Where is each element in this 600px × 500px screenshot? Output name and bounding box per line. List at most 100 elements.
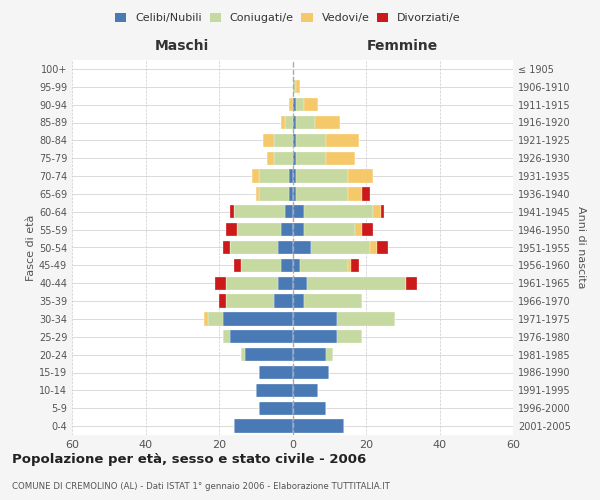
Bar <box>293 294 304 308</box>
Bar <box>300 258 347 272</box>
Bar <box>293 276 307 290</box>
Bar <box>278 276 293 290</box>
Bar <box>208 312 223 326</box>
Bar <box>252 170 259 183</box>
Bar <box>293 330 337 344</box>
Bar <box>304 205 373 218</box>
Bar <box>223 330 230 344</box>
Bar <box>204 312 208 326</box>
Bar <box>293 348 326 362</box>
Bar <box>215 276 226 290</box>
Bar <box>352 258 359 272</box>
Bar <box>311 241 370 254</box>
Bar <box>259 187 289 200</box>
Bar <box>296 170 347 183</box>
Bar <box>362 187 370 200</box>
Bar <box>326 152 355 165</box>
Bar <box>326 134 359 147</box>
Bar <box>230 205 234 218</box>
Bar <box>337 330 362 344</box>
Bar <box>256 187 259 200</box>
Text: Maschi: Maschi <box>155 39 209 53</box>
Bar <box>296 98 304 112</box>
Bar <box>304 294 362 308</box>
Bar <box>274 134 293 147</box>
Bar <box>293 420 344 433</box>
Text: Femmine: Femmine <box>367 39 439 53</box>
Bar <box>347 258 352 272</box>
Bar <box>293 366 329 379</box>
Bar <box>230 330 293 344</box>
Bar <box>293 402 326 415</box>
Bar <box>289 170 293 183</box>
Bar <box>226 294 274 308</box>
Bar <box>293 205 304 218</box>
Bar <box>293 152 296 165</box>
Bar <box>293 170 296 183</box>
Bar <box>326 348 333 362</box>
Text: COMUNE DI CREMOLINO (AL) - Dati ISTAT 1° gennaio 2006 - Elaborazione TUTTITALIA.: COMUNE DI CREMOLINO (AL) - Dati ISTAT 1°… <box>12 482 390 491</box>
Bar <box>293 116 296 129</box>
Bar <box>226 276 278 290</box>
Bar <box>259 402 293 415</box>
Bar <box>285 116 293 129</box>
Bar <box>377 241 388 254</box>
Bar <box>219 294 226 308</box>
Bar <box>293 384 318 397</box>
Bar <box>381 205 385 218</box>
Bar <box>238 223 281 236</box>
Bar <box>285 205 293 218</box>
Bar <box>373 205 381 218</box>
Bar <box>281 116 285 129</box>
Bar <box>267 152 274 165</box>
Bar <box>293 223 304 236</box>
Bar <box>304 223 355 236</box>
Bar <box>241 258 281 272</box>
Bar <box>274 294 293 308</box>
Bar <box>362 223 373 236</box>
Bar <box>293 258 300 272</box>
Bar <box>278 241 293 254</box>
Bar <box>296 116 314 129</box>
Bar <box>259 170 289 183</box>
Text: Popolazione per età, sesso e stato civile - 2006: Popolazione per età, sesso e stato civil… <box>12 452 366 466</box>
Bar <box>296 80 300 94</box>
Bar <box>296 187 347 200</box>
Bar <box>293 312 337 326</box>
Bar <box>293 134 296 147</box>
Bar <box>223 241 230 254</box>
Bar <box>293 187 296 200</box>
Bar <box>223 312 293 326</box>
Bar <box>304 98 318 112</box>
Bar <box>296 134 326 147</box>
Bar <box>355 223 362 236</box>
Y-axis label: Anni di nascita: Anni di nascita <box>576 206 586 289</box>
Bar <box>293 80 296 94</box>
Bar <box>230 241 278 254</box>
Bar <box>256 384 293 397</box>
Bar <box>245 348 293 362</box>
Bar <box>293 98 296 112</box>
Bar <box>234 420 293 433</box>
Bar <box>296 152 326 165</box>
Bar <box>314 116 340 129</box>
Bar <box>347 170 373 183</box>
Bar <box>281 223 293 236</box>
Bar <box>289 98 293 112</box>
Bar <box>406 276 418 290</box>
Bar <box>234 258 241 272</box>
Bar <box>337 312 395 326</box>
Bar <box>226 223 238 236</box>
Bar <box>370 241 377 254</box>
Bar <box>289 187 293 200</box>
Bar <box>241 348 245 362</box>
Bar <box>347 187 362 200</box>
Bar <box>274 152 293 165</box>
Bar <box>307 276 406 290</box>
Bar <box>293 241 311 254</box>
Bar <box>259 366 293 379</box>
Legend: Celibi/Nubili, Coniugati/e, Vedovi/e, Divorziati/e: Celibi/Nubili, Coniugati/e, Vedovi/e, Di… <box>113 10 463 26</box>
Y-axis label: Fasce di età: Fasce di età <box>26 214 36 280</box>
Bar <box>263 134 274 147</box>
Bar <box>281 258 293 272</box>
